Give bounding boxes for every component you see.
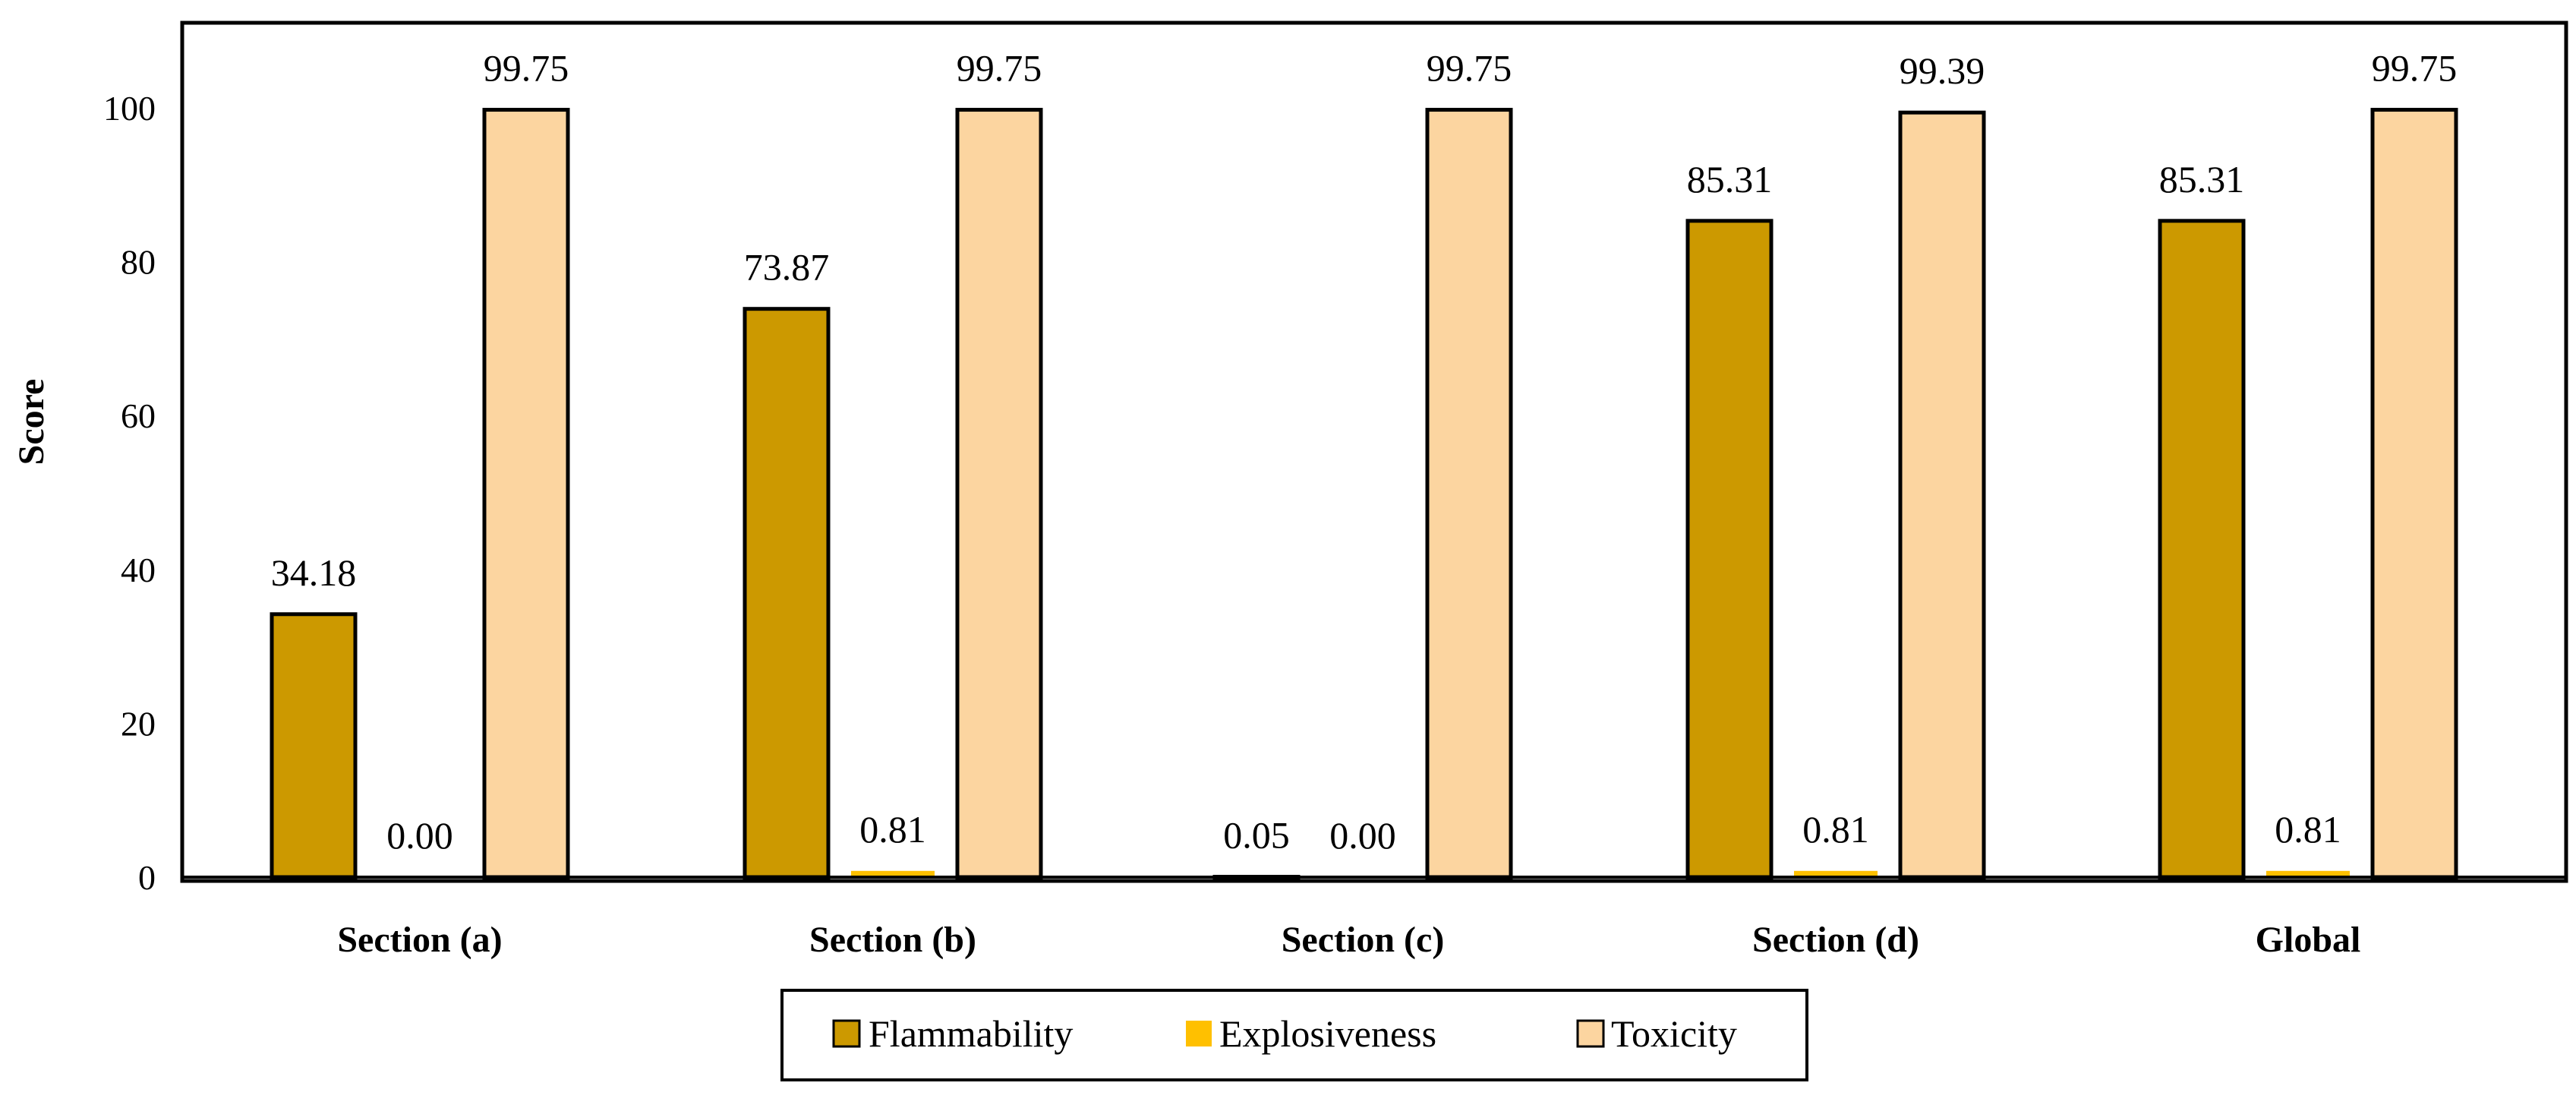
data-label-explosiveness-section-c: 0.00 <box>1329 814 1396 857</box>
legend-label-explosiveness: Explosiveness <box>1219 1012 1436 1055</box>
legend-item-explosiveness: Explosiveness <box>1186 1012 1436 1055</box>
data-label-flammability-section-d: 85.31 <box>1687 158 1773 200</box>
legend-box <box>780 989 1808 1081</box>
bar-flammability-global <box>2158 219 2246 879</box>
bar-flammability-section-b <box>743 307 831 879</box>
y-tick-label: 60 <box>121 396 156 435</box>
category-group-section-b <box>743 108 1043 879</box>
category-group-section-c <box>1212 108 1513 879</box>
bar-explosiveness-section-b <box>851 870 935 877</box>
data-label-toxicity-global: 99.75 <box>2372 47 2458 90</box>
data-label-flammability-section-b: 73.87 <box>744 246 830 289</box>
x-category-label: Section (b) <box>809 920 976 960</box>
y-tick-label: 20 <box>121 704 156 743</box>
data-label-explosiveness-section-a: 0.00 <box>386 814 453 857</box>
x-category-label: Section (c) <box>1282 920 1445 960</box>
x-category-label: Section (d) <box>1752 920 1919 960</box>
bar-toxicity-section-d <box>1898 110 1986 879</box>
bar-explosiveness-section-d <box>1794 870 1878 877</box>
data-label-toxicity-section-a: 99.75 <box>484 47 569 90</box>
bar-explosiveness-global <box>2266 870 2350 877</box>
data-label-flammability-global: 85.31 <box>2159 158 2245 200</box>
y-axis-label: Score <box>11 379 52 466</box>
x-category-label: Section (a) <box>337 920 502 960</box>
bar-toxicity-global <box>2370 108 2458 879</box>
y-tick-label: 80 <box>121 243 156 282</box>
legend-label-flammability: Flammability <box>869 1012 1073 1055</box>
y-tick-label: 40 <box>121 551 156 589</box>
legend-swatch-toxicity <box>1576 1019 1605 1048</box>
legend-label-toxicity: Toxicity <box>1611 1012 1737 1055</box>
plot-frame <box>180 21 2568 883</box>
bar-flammability-section-d <box>1685 219 1774 879</box>
data-label-explosiveness-section-d: 0.81 <box>1802 808 1869 851</box>
bar-toxicity-section-a <box>482 108 570 879</box>
data-label-toxicity-section-b: 99.75 <box>957 47 1042 90</box>
legend-item-flammability: Flammability <box>832 1012 1073 1055</box>
bar-toxicity-section-b <box>955 108 1043 879</box>
data-label-explosiveness-section-b: 0.81 <box>859 808 926 851</box>
y-tick-label: 100 <box>103 89 156 128</box>
x-category-label: Global <box>2256 920 2361 960</box>
legend-swatch-explosiveness <box>1186 1021 1212 1046</box>
y-tick-label: 0 <box>138 858 156 897</box>
data-label-explosiveness-global: 0.81 <box>2275 808 2341 851</box>
legend-item-toxicity: Toxicity <box>1576 1012 1737 1055</box>
category-group-section-a <box>270 108 570 879</box>
category-group-global <box>2158 108 2458 879</box>
category-group-section-d <box>1685 110 1986 879</box>
data-label-flammability-section-c: 0.05 <box>1223 813 1290 856</box>
legend-swatch-flammability <box>832 1019 861 1048</box>
bar-flammability-section-a <box>270 612 358 879</box>
bar-toxicity-section-c <box>1425 108 1513 879</box>
data-label-flammability-section-a: 34.18 <box>271 551 357 594</box>
data-label-toxicity-section-d: 99.39 <box>1900 49 1985 92</box>
data-label-toxicity-section-c: 99.75 <box>1427 47 1512 90</box>
